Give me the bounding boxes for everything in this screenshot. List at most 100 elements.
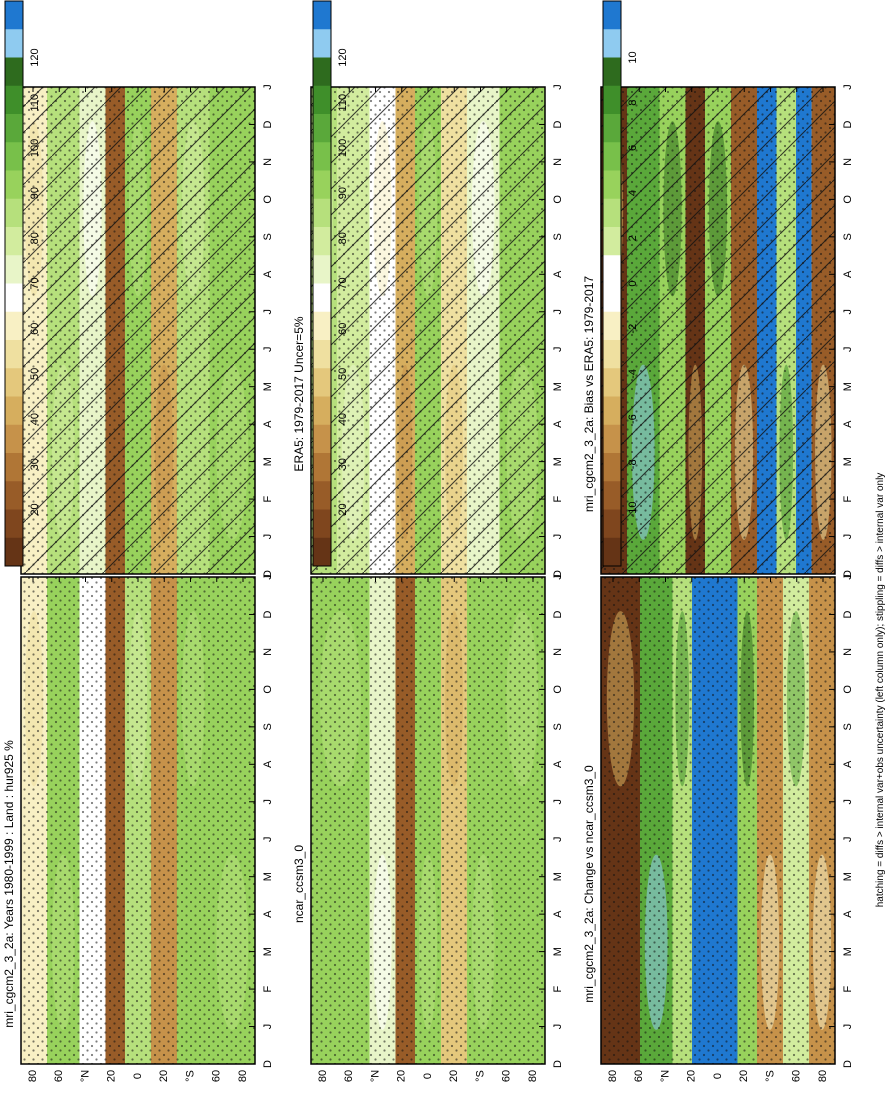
month-tick-label: J xyxy=(842,534,854,540)
month-tick-label: J xyxy=(262,574,274,580)
lat-tick-label: 20 xyxy=(738,1070,750,1082)
heatmap-panel-6: D J F M A M J J A S O N D J 80 60 °N 20 0 20 °S 60 80 mri_cgcm2… xyxy=(582,574,854,1082)
month-tick-label: J xyxy=(842,84,854,90)
month-tick-label: J xyxy=(552,799,564,805)
colorbar-tick-label: 90 xyxy=(337,187,349,199)
month-tick-label: J xyxy=(262,309,274,315)
colorbar-swatch xyxy=(603,396,621,426)
stippling-overlay xyxy=(21,577,255,1064)
colorbar-swatch xyxy=(313,57,331,87)
colorbar-swatch xyxy=(5,340,23,369)
colorbar-swatch xyxy=(603,481,621,510)
month-tick-label: A xyxy=(262,270,274,278)
colorbar-frame xyxy=(4,0,24,567)
colorbar-tick-label: 20 xyxy=(337,503,349,515)
colorbar-tick-label: -4 xyxy=(627,369,639,379)
month-tick-label: M xyxy=(262,947,274,956)
colorbar-tick-label: 50 xyxy=(337,368,349,380)
month-tick-label: F xyxy=(262,985,274,992)
month-tick-label: M xyxy=(842,382,854,391)
colorbar-tick-label: 90 xyxy=(29,187,41,199)
colorbar-swatch xyxy=(603,114,621,143)
colorbar-tick-label: 80 xyxy=(29,232,41,244)
lat-tick-label: 80 xyxy=(27,1070,39,1082)
heatmap-panel-2: D J F M A M J J A S O N D J 80 60 °N 20 0 20 °S 60 80 mri_cgcm2… xyxy=(2,574,274,1082)
panel-title: ERA5: 1979-2017 Uncer=5% xyxy=(292,316,306,471)
colorbar-tick-label: 2 xyxy=(627,235,639,241)
month-tick-label: J xyxy=(552,836,564,842)
colorbar-tick-label: 40 xyxy=(337,413,349,425)
lat-tick-label: °N xyxy=(79,1070,91,1082)
month-tick-label: J xyxy=(842,1024,854,1030)
hatching-overlay xyxy=(601,87,835,574)
month-tick-label: A xyxy=(842,420,854,428)
colorbar-tick-label: -8 xyxy=(627,459,639,469)
colorbar-swatch xyxy=(313,1,331,30)
colorbar-swatch xyxy=(603,1,621,30)
colorbar-tick-label: 8 xyxy=(627,100,639,106)
lat-tick-label: 20 xyxy=(158,1070,170,1082)
month-tick-label: S xyxy=(262,723,274,730)
lat-tick-label: °N xyxy=(369,1070,381,1082)
colorbar-swatch xyxy=(313,509,331,539)
month-tick-label: A xyxy=(262,420,274,428)
month-tick-label: J xyxy=(552,309,564,315)
lat-tick-label: °N xyxy=(659,1070,671,1082)
month-tick-label: O xyxy=(842,195,854,204)
colorbar-tick-label: 4 xyxy=(627,190,639,196)
month-tick-label: S xyxy=(552,233,564,240)
month-tick-label: M xyxy=(842,872,854,881)
colorbar-swatch xyxy=(313,368,331,397)
colorbar-tick-label: 120 xyxy=(337,48,349,66)
month-tick-label: J xyxy=(262,1024,274,1030)
colorbar-swatch xyxy=(603,57,621,87)
colorbar-tick-label: 110 xyxy=(29,94,41,112)
lat-tick-label: 80 xyxy=(317,1070,329,1082)
colorbar-swatch xyxy=(603,368,621,397)
hatching-overlay xyxy=(21,87,255,574)
colorbar-tick-label: 10 xyxy=(627,51,639,63)
month-tick-label: D xyxy=(262,610,274,618)
month-tick-label: M xyxy=(552,382,564,391)
colorbar-swatch xyxy=(5,283,23,313)
colorbar-swatch xyxy=(603,198,621,228)
colorbar-tick-label: 80 xyxy=(337,232,349,244)
month-tick-label: M xyxy=(262,872,274,881)
colorbar-swatch xyxy=(313,29,331,58)
colorbar-tick-label: 60 xyxy=(29,323,41,335)
month-tick-label: D xyxy=(842,120,854,128)
colorbar-tick-label: 50 xyxy=(29,368,41,380)
month-tick-label: D xyxy=(262,570,274,578)
colorbar-swatch xyxy=(5,198,23,228)
month-tick-label: D xyxy=(262,1060,274,1068)
colorbar-swatch xyxy=(313,340,331,369)
colorbar-swatch xyxy=(313,396,331,426)
month-tick-label: O xyxy=(552,685,564,694)
month-tick-label: A xyxy=(842,270,854,278)
month-tick-label: M xyxy=(552,872,564,881)
heatmap-panel-4: D J F M A M J J A S O N D J 80 60 °N 20 0 20 °S 60 80 ncar_ccsm… xyxy=(292,574,564,1082)
colorbar-tick-label: -10 xyxy=(627,502,639,518)
colorbar-swatch xyxy=(603,170,621,200)
lat-tick-label: 80 xyxy=(237,1070,249,1082)
month-tick-label: J xyxy=(842,346,854,352)
colorbar-3: 10 8 6 4 2 0 -2 -4 -6 -8 -10 xyxy=(602,0,639,567)
colorbar-swatch xyxy=(313,170,331,200)
lat-tick-label: 20 xyxy=(686,1070,698,1082)
month-tick-label: O xyxy=(842,685,854,694)
lat-tick-label: 60 xyxy=(211,1070,223,1082)
colorbar-swatch xyxy=(313,283,331,313)
month-tick-label: N xyxy=(842,158,854,166)
colorbar-tick-label: 70 xyxy=(29,277,41,289)
month-tick-label: F xyxy=(842,495,854,502)
lat-tick-label: 0 xyxy=(712,1073,724,1079)
month-tick-label: D xyxy=(262,120,274,128)
colorbar-swatch xyxy=(5,396,23,426)
colorbar-swatch xyxy=(5,227,23,256)
colorbar-swatch xyxy=(313,255,331,284)
month-tick-label: D xyxy=(842,570,854,578)
heatmap-panel-1: DJFMAMJJASONDJ8060°N20020°S6080mri_cgcm2… xyxy=(2,84,274,592)
month-tick-label: F xyxy=(552,985,564,992)
colorbar-swatch xyxy=(5,142,23,171)
